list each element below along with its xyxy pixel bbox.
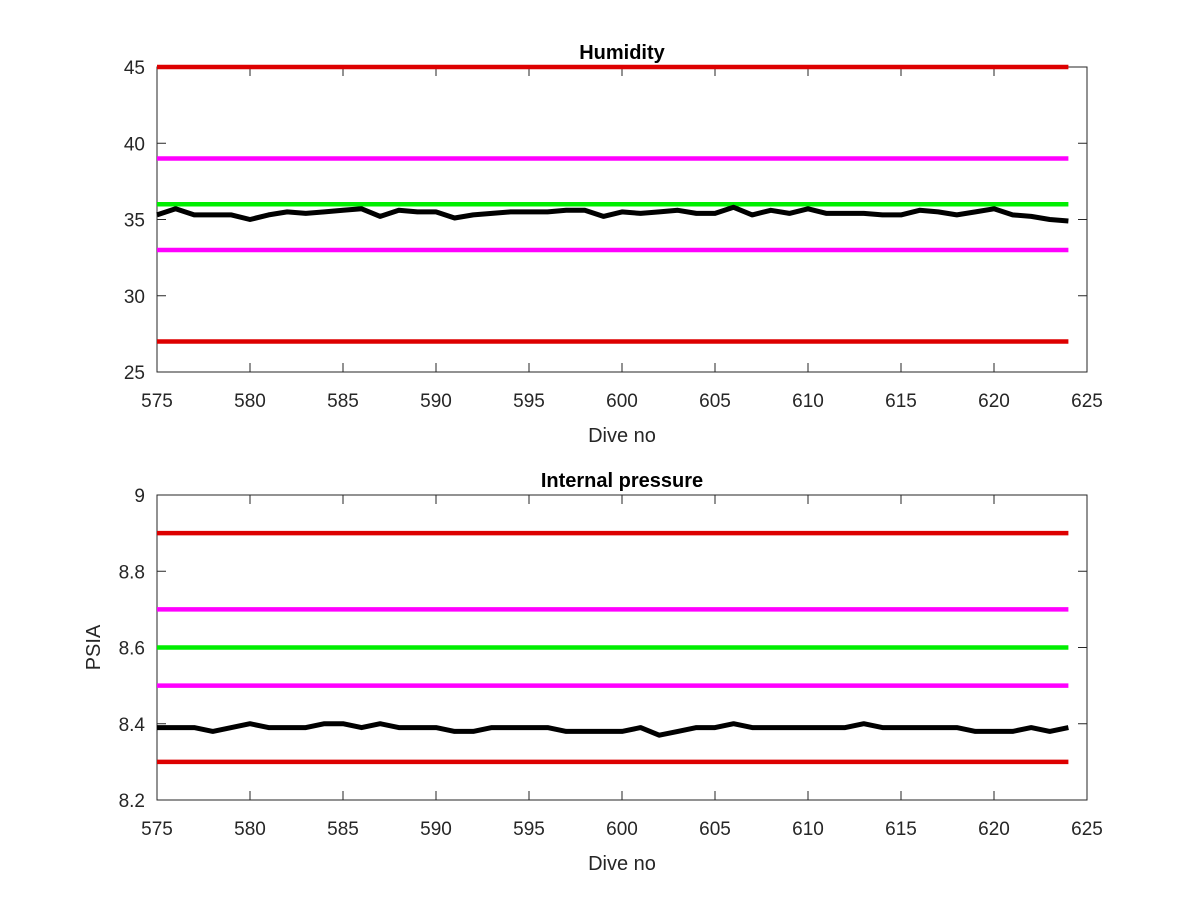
x-tick-label: 625	[1071, 819, 1103, 840]
y-tick-label: 25	[124, 363, 145, 384]
x-tick-label: 620	[978, 391, 1010, 412]
x-tick-label: 610	[792, 391, 824, 412]
y-tick-label: 8.6	[119, 639, 145, 660]
x-tick-label: 575	[141, 391, 173, 412]
x-tick-label: 625	[1071, 391, 1103, 412]
x-tick-label: 590	[420, 819, 452, 840]
internal-pressure-chart: 575 580 585 590 595 600 605 610 615 620 625 8.2 8.4 8…	[83, 470, 1103, 875]
x-tick-label: 590	[420, 391, 452, 412]
plot-frame	[156, 66, 1088, 373]
x-tick-label: 600	[606, 819, 638, 840]
x-tick-label: 595	[513, 819, 545, 840]
y-tick-label: 35	[124, 211, 145, 232]
x-tick-label: 615	[885, 391, 917, 412]
y-tick-label: 8.4	[119, 715, 146, 736]
x-tick-label: 615	[885, 819, 917, 840]
x-tick-label: 580	[234, 819, 266, 840]
x-tick-label: 600	[606, 391, 638, 412]
y-tick-label: 8.8	[119, 562, 145, 583]
x-tick-label: 605	[699, 819, 731, 840]
data-series-line	[156, 204, 1069, 224]
y-tick-label: 45	[124, 58, 145, 79]
chart-title: Internal pressure	[541, 470, 703, 492]
x-axis-label: Dive no	[588, 853, 656, 875]
y-tick-label: 8.2	[119, 791, 145, 812]
x-axis-label: Dive no	[588, 425, 656, 447]
x-tick-label: 595	[513, 391, 545, 412]
y-axis-label: PSIA	[83, 624, 105, 670]
x-tick-label: 580	[234, 391, 266, 412]
data-series-line	[157, 721, 1069, 738]
x-tick-label: 605	[699, 391, 731, 412]
x-tick-label: 575	[141, 819, 173, 840]
x-tick-label: 610	[792, 819, 824, 840]
y-tick-label: 9	[134, 486, 145, 507]
chart-title: Humidity	[579, 42, 665, 64]
humidity-chart: 575 580 585 590 595 600 605 610 615 620 625 25 30 35 4…	[124, 42, 1103, 447]
x-tick-label: 585	[327, 391, 359, 412]
y-tick-label: 40	[124, 134, 145, 155]
x-tick-label: 585	[327, 819, 359, 840]
x-tick-label: 620	[978, 819, 1010, 840]
y-tick-label: 30	[124, 287, 145, 308]
